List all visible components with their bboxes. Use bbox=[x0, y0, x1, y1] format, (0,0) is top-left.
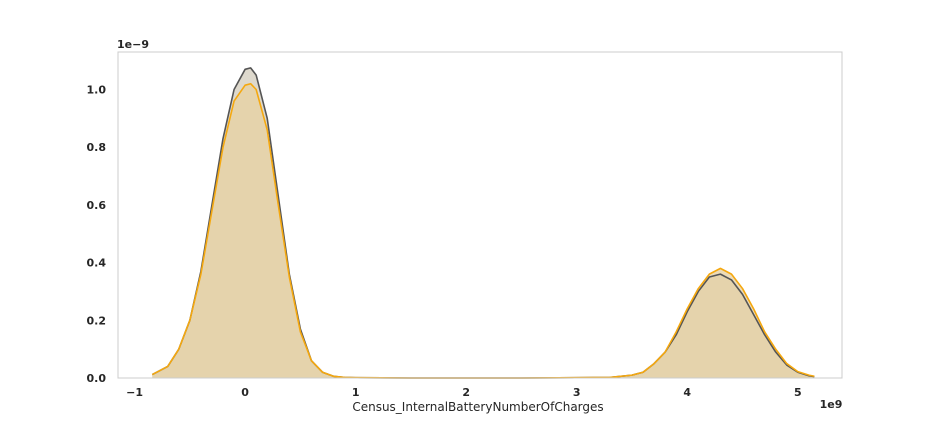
x-tick-label: 5 bbox=[794, 386, 802, 399]
y-offset-label: 1e−9 bbox=[117, 38, 149, 51]
x-tick-label: 3 bbox=[573, 386, 581, 399]
y-tick-label: 0.6 bbox=[87, 199, 107, 212]
series-layer bbox=[151, 67, 815, 379]
y-tick-label: 1.0 bbox=[87, 84, 107, 97]
x-tick-label: 4 bbox=[683, 386, 691, 399]
x-tick-labels: −1 0 1 2 3 4 5 bbox=[126, 386, 801, 399]
y-tick-label: 0.4 bbox=[87, 257, 107, 270]
plot-frame bbox=[117, 51, 843, 379]
x-tick-label: −1 bbox=[126, 386, 143, 399]
x-axis-label: Census_InternalBatteryNumberOfCharges bbox=[352, 400, 603, 414]
x-tick-label: 0 bbox=[241, 386, 249, 399]
x-offset-label: 1e9 bbox=[820, 398, 843, 411]
y-tick-labels: 0.0 0.2 0.4 0.6 0.8 1.0 bbox=[87, 84, 107, 386]
y-tick-label: 0.2 bbox=[87, 314, 107, 327]
x-tick-label: 1 bbox=[352, 386, 360, 399]
series-2-area bbox=[152, 83, 815, 378]
x-tick-label: 2 bbox=[462, 386, 470, 399]
y-tick-label: 0.0 bbox=[87, 372, 107, 385]
y-tick-label: 0.8 bbox=[87, 141, 107, 154]
